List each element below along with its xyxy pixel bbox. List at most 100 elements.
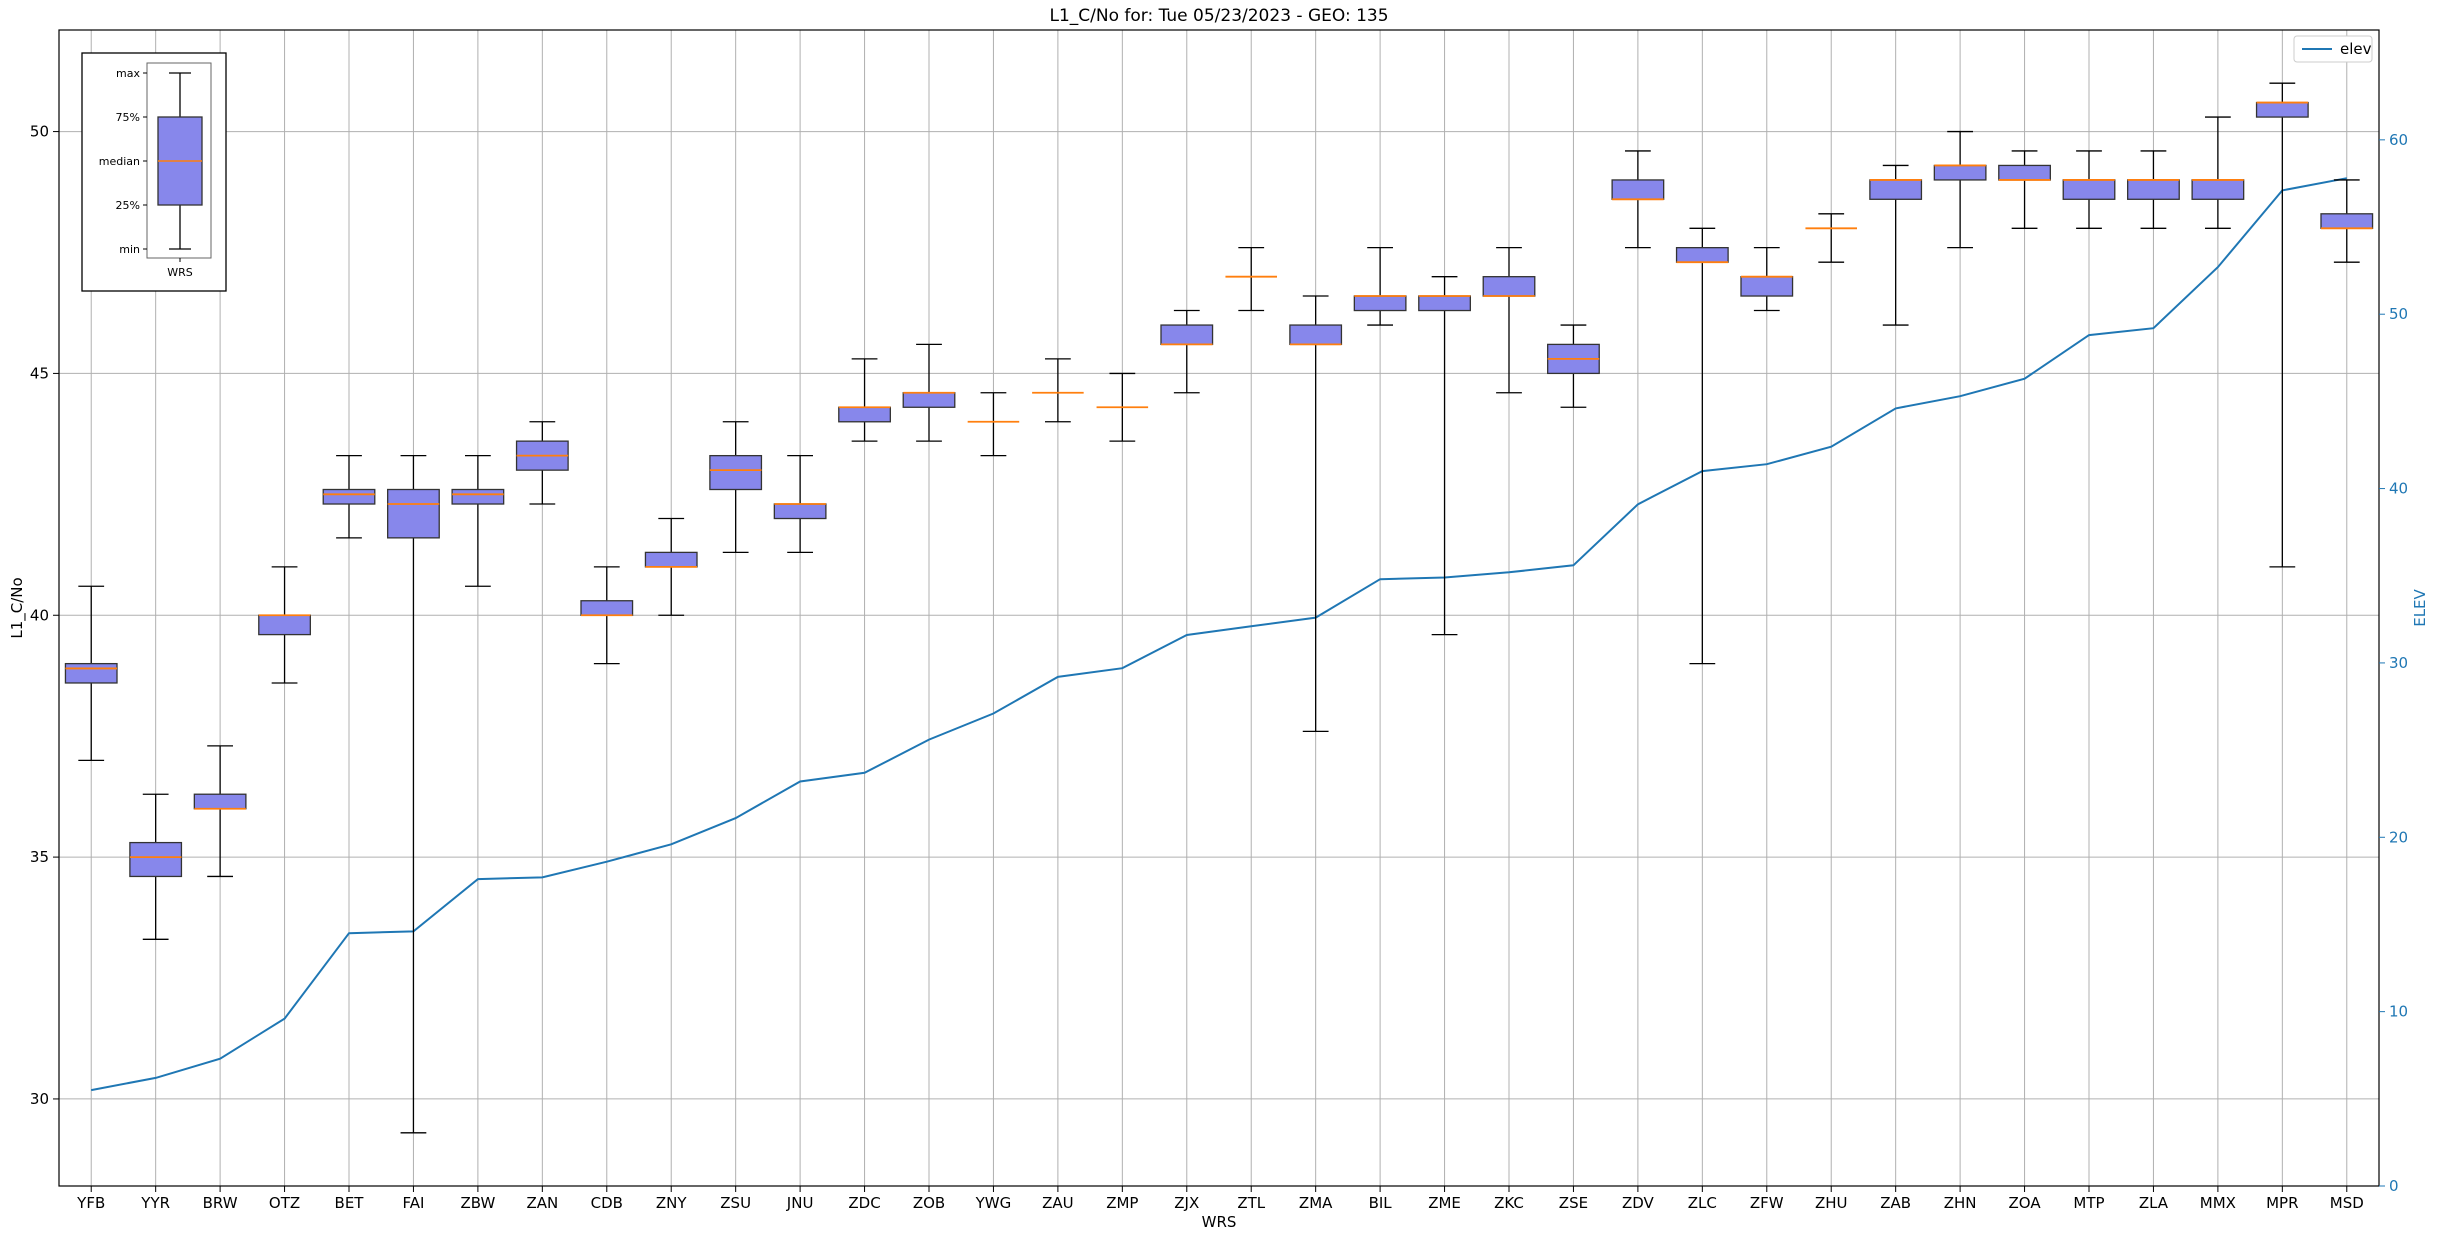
iqr-box (1353, 295, 1407, 312)
key-label: min (119, 243, 140, 256)
x-tick-label: ZJX (1174, 1194, 1199, 1212)
box-ZME (1418, 276, 1471, 636)
y-tick-label: 40 (30, 606, 49, 624)
box-ZBW (451, 454, 505, 587)
y2-tick-label: 60 (2389, 131, 2408, 149)
iqr-box (580, 600, 634, 616)
x-tick-label: ZLC (1688, 1194, 1717, 1212)
x-tick-label: ZDV (1622, 1194, 1655, 1212)
boxplot-key: max 75% median 25% min WRS (81, 52, 227, 292)
x-tick-label: ZNY (656, 1194, 687, 1212)
x-tick-label: ZLA (2139, 1194, 2169, 1212)
box-BRW (193, 745, 247, 878)
box-ZKC (1482, 247, 1536, 394)
x-tick-label: ZFW (1750, 1194, 1784, 1212)
iqr-box (709, 454, 763, 491)
key-label: median (99, 155, 140, 168)
iqr-box (1160, 324, 1214, 346)
x-tick-label: MPR (2266, 1194, 2298, 1212)
iqr-box (1869, 179, 1923, 200)
iqr-box (902, 392, 956, 408)
box-ZDC (838, 358, 891, 442)
x-tick-label: ZME (1428, 1194, 1461, 1212)
iqr-box (129, 841, 183, 878)
iqr-box (64, 662, 118, 684)
x-tick-label: ZOB (913, 1194, 945, 1212)
x-tick-label: ZSU (720, 1194, 751, 1212)
legend-frame (2293, 35, 2373, 63)
box-ZLA (2127, 150, 2180, 229)
iqr-box (451, 488, 505, 505)
iqr-box (2255, 101, 2309, 118)
x-tick-label: OTZ (269, 1194, 300, 1212)
box-ZMP (1096, 372, 1149, 442)
iqr-box (1675, 247, 1729, 263)
tick-layer: YFB YYR BRW OTZ BET FAI ZBW ZAN CDB ZNY ZSU JNU ZDC Z… (30, 123, 2408, 1212)
x-tick-label: ZAU (1042, 1194, 1074, 1212)
iqr-box (1482, 276, 1536, 297)
legend: elev (2293, 35, 2373, 63)
box-CDB (580, 566, 634, 665)
y2-tick-label: 50 (2389, 305, 2408, 323)
box-MMX (2191, 116, 2245, 229)
iqr-box (644, 551, 698, 568)
box-ZHN (1933, 130, 1987, 249)
x-tick-label: ZAB (1880, 1194, 1911, 1212)
box-OTZ (258, 566, 311, 684)
iqr-box (2127, 179, 2180, 200)
box-ZJX (1160, 309, 1214, 394)
x-tick-label: ZKC (1494, 1194, 1524, 1212)
x-tick-label: FAI (402, 1194, 424, 1212)
x-axis-title: WRS (1202, 1213, 1237, 1231)
box-layer (64, 82, 2374, 1134)
box-ZDV (1611, 150, 1665, 249)
box-YFB (64, 585, 118, 762)
x-tick-label: ZTL (1237, 1194, 1265, 1212)
x-tick-label: ZSE (1559, 1194, 1588, 1212)
iqr-box (1418, 295, 1471, 312)
y2-tick-label: 0 (2389, 1177, 2399, 1195)
y2-axis-title: ELEV (2411, 588, 2429, 626)
iqr-box (258, 614, 311, 636)
iqr-box (2191, 179, 2245, 200)
iqr-box (838, 406, 891, 423)
box-MSD (2320, 179, 2374, 263)
y-tick-label: 35 (30, 848, 49, 866)
iqr-box (2320, 213, 2374, 229)
box-FAI (387, 454, 440, 1134)
iqr-box (773, 503, 827, 520)
x-tick-label: ZAN (526, 1194, 558, 1212)
x-tick-label: ZMP (1106, 1194, 1138, 1212)
box-ZFW (1740, 247, 1794, 312)
box-ZAN (515, 421, 569, 505)
x-tick-label: BET (335, 1194, 365, 1212)
iqr-box (1740, 276, 1794, 297)
box-ZOA (1998, 150, 2051, 229)
iqr-box (387, 488, 440, 539)
iqr-box (1933, 164, 1987, 181)
box-YYR (129, 793, 183, 940)
y-axis-title: L1_C/No (8, 577, 27, 638)
plot-frame (58, 29, 2380, 1187)
iqr-box (193, 793, 247, 810)
iqr-box (2062, 179, 2116, 200)
box-ZTL (1225, 247, 1277, 312)
x-tick-label: ZMA (1299, 1194, 1333, 1212)
chart-title: L1_C/No for: Tue 05/23/2023 - GEO: 135 (1049, 6, 1388, 26)
x-tick-label: JNU (786, 1194, 814, 1212)
y2-tick-label: 10 (2389, 1003, 2408, 1021)
key-label: 75% (116, 111, 140, 124)
box-ZMA (1289, 295, 1343, 732)
x-tick-label: YYR (140, 1194, 170, 1212)
box-ZOB (902, 343, 956, 442)
box-ZAB (1869, 164, 1923, 326)
elev-line-layer (91, 177, 2347, 1092)
y-tick-label: 45 (30, 364, 49, 382)
x-tick-label: ZHN (1944, 1194, 1977, 1212)
box-ZLC (1675, 227, 1729, 665)
y-tick-label: 30 (30, 1090, 49, 1108)
elev-line (91, 177, 2347, 1092)
x-tick-label: ZHU (1815, 1194, 1848, 1212)
